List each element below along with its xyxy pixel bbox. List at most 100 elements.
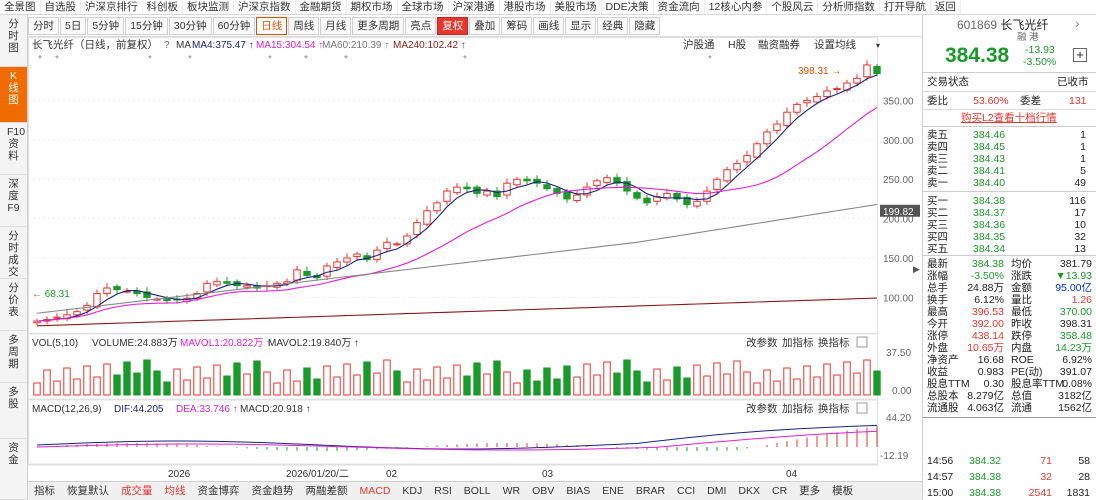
menu-item[interactable]: 科创板 xyxy=(143,0,183,14)
vol-panel-button[interactable]: 加指标 xyxy=(782,336,814,349)
indicator-tab[interactable]: 指标 xyxy=(34,485,55,497)
toolbar-button[interactable]: 分时 xyxy=(28,17,59,35)
indicator-tab[interactable]: DMI xyxy=(707,485,727,497)
volume-bar xyxy=(123,361,131,396)
indicator-tab[interactable]: BOLL xyxy=(463,485,491,497)
toolbar-button[interactable]: 30分钟 xyxy=(168,17,212,35)
vol-panel-button[interactable]: 改参数 xyxy=(746,336,778,349)
toolbar-button[interactable]: 5分钟 xyxy=(87,17,125,35)
left-tab[interactable]: K线图 xyxy=(0,67,27,123)
left-tab[interactable]: F10资料 xyxy=(0,123,27,175)
left-tab[interactable]: 多周期 xyxy=(0,331,27,383)
chevron-down-icon[interactable]: ▾ xyxy=(876,41,880,50)
menu-item[interactable]: DDE决策 xyxy=(602,0,654,14)
toolbar-button[interactable]: 周线 xyxy=(288,17,320,35)
indicator-tab[interactable]: 成交量 xyxy=(121,485,153,497)
indicator-tab[interactable]: KDJ xyxy=(402,485,423,497)
chevron-right-icon[interactable]: › xyxy=(1075,15,1080,31)
indicator-tab[interactable]: MACD xyxy=(359,485,391,497)
header-link[interactable]: 设置均线 xyxy=(814,38,856,51)
macd-panel-button[interactable]: 改参数 xyxy=(746,402,778,415)
menu-item[interactable]: 港股市场 xyxy=(500,0,551,14)
help-icon[interactable]: ? xyxy=(164,40,170,51)
indicator-tab[interactable]: 更多 xyxy=(799,485,821,497)
event-marker-icon[interactable]: * xyxy=(268,54,272,65)
menu-item[interactable]: 返回 xyxy=(931,0,961,14)
left-tab[interactable]: 分价表 xyxy=(0,279,27,331)
book-price: 384.38 xyxy=(973,195,1006,207)
indicator-tab[interactable]: OBV xyxy=(532,485,555,497)
menu-item[interactable]: 个股风云 xyxy=(767,0,819,14)
menu-item[interactable]: 沪深京指数 xyxy=(234,0,296,14)
toolbar-button[interactable]: 经典 xyxy=(597,17,629,35)
toolbar-button[interactable]: 60分钟 xyxy=(212,17,256,35)
menu-item[interactable]: 美股市场 xyxy=(551,0,602,14)
left-tab[interactable]: 深度F9 xyxy=(0,175,27,227)
left-tab[interactable]: 分时图 xyxy=(0,15,27,67)
volume-bar xyxy=(773,380,781,396)
toolbar-button[interactable]: 画线 xyxy=(533,17,565,35)
toolbar-button[interactable]: 筹码 xyxy=(501,17,533,35)
event-marker-icon[interactable]: * xyxy=(344,54,348,65)
menu-item[interactable]: 板块监测 xyxy=(183,0,234,14)
menu-item[interactable]: 期权市场 xyxy=(347,0,398,14)
indicator-tab[interactable]: 两融差额 xyxy=(305,485,348,497)
menu-item[interactable]: 分析师指数 xyxy=(818,0,880,14)
indicator-tab[interactable]: CR xyxy=(771,485,788,497)
toolbar-button[interactable]: 隐藏 xyxy=(629,17,661,35)
toolbar-button[interactable]: 显示 xyxy=(565,17,597,35)
event-marker-icon[interactable]: * xyxy=(304,54,308,65)
menu-item[interactable]: 资金流向 xyxy=(654,0,705,14)
vol-panel-button[interactable]: 换指标 xyxy=(818,336,850,349)
menu-item[interactable]: 全景图 xyxy=(0,0,41,14)
l2-purchase-link[interactable]: 购买L2查看十档行情 xyxy=(961,112,1057,124)
left-tab[interactable]: 资金 xyxy=(0,439,27,500)
event-marker-icon[interactable]: * xyxy=(148,54,152,65)
indicator-tab[interactable]: 资金趋势 xyxy=(251,485,294,497)
indicator-tab[interactable]: BRAR xyxy=(635,485,666,497)
event-marker-icon[interactable]: * xyxy=(188,54,192,65)
indicator-tab[interactable]: BIAS xyxy=(566,485,591,497)
header-link[interactable]: 融资融券 xyxy=(758,38,800,51)
header-link[interactable]: H股 xyxy=(728,39,747,51)
toolbar-button[interactable]: 日线 xyxy=(256,17,288,35)
indicator-tab[interactable]: 资金博弈 xyxy=(197,485,240,497)
event-marker-icon[interactable]: * xyxy=(463,54,467,65)
toolbar-button[interactable]: 亮点 xyxy=(405,17,437,35)
indicator-tab[interactable]: 均线 xyxy=(164,485,186,497)
indicator-tab[interactable]: ENE xyxy=(602,485,624,497)
indicator-tab[interactable]: DKX xyxy=(738,485,760,497)
left-tab[interactable]: 分时成交 xyxy=(0,227,27,279)
menu-item[interactable]: 打开导航 xyxy=(880,0,931,14)
menu-item[interactable]: 沪深港通 xyxy=(449,0,500,14)
toolbar-button[interactable]: 更多周期 xyxy=(352,17,405,35)
indicator-tab[interactable]: CCI xyxy=(677,485,696,497)
event-marker-icon[interactable]: * xyxy=(38,54,42,65)
indicator-tab[interactable]: 模板 xyxy=(832,485,854,497)
header-link[interactable]: 沪股通 xyxy=(683,38,715,51)
expand-arrow-icon[interactable]: ▶ xyxy=(913,264,920,274)
close-panel-icon[interactable] xyxy=(856,402,868,414)
menu-item[interactable]: 沪深京排行 xyxy=(81,0,143,14)
event-marker-icon[interactable]: * xyxy=(55,54,59,65)
toolbar-button[interactable]: 月线 xyxy=(320,17,352,35)
candle-body xyxy=(493,190,501,198)
macd-panel-button[interactable]: 换指标 xyxy=(818,402,850,415)
close-panel-icon[interactable] xyxy=(856,336,868,348)
menu-item[interactable]: 12核心内参 xyxy=(705,0,768,14)
menu-item[interactable]: 金融期货 xyxy=(296,0,347,14)
kline-chart-area[interactable]: 长飞光纤（日线，前复权）? MA MA4:375.47 ↑ MA15:304.54 ↑… xyxy=(28,37,922,481)
toolbar-button[interactable]: 复权 xyxy=(437,17,469,35)
indicator-tab[interactable]: WR xyxy=(502,485,521,497)
toolbar-button[interactable]: 15分钟 xyxy=(125,17,168,35)
toolbar-button[interactable]: 叠加 xyxy=(469,17,501,35)
toolbar-button[interactable]: 5日 xyxy=(60,17,87,35)
indicator-tab[interactable]: 恢复默认 xyxy=(67,485,109,497)
macd-panel-button[interactable]: 加指标 xyxy=(782,402,814,415)
event-marker-icon[interactable]: * xyxy=(708,54,712,65)
left-tab[interactable]: 多股 xyxy=(0,383,27,439)
add-watchlist-icon[interactable]: + xyxy=(1073,48,1087,62)
menu-item[interactable]: 自选股 xyxy=(41,0,81,14)
menu-item[interactable]: 全球市场 xyxy=(398,0,449,14)
indicator-tab[interactable]: RSI xyxy=(434,485,452,497)
